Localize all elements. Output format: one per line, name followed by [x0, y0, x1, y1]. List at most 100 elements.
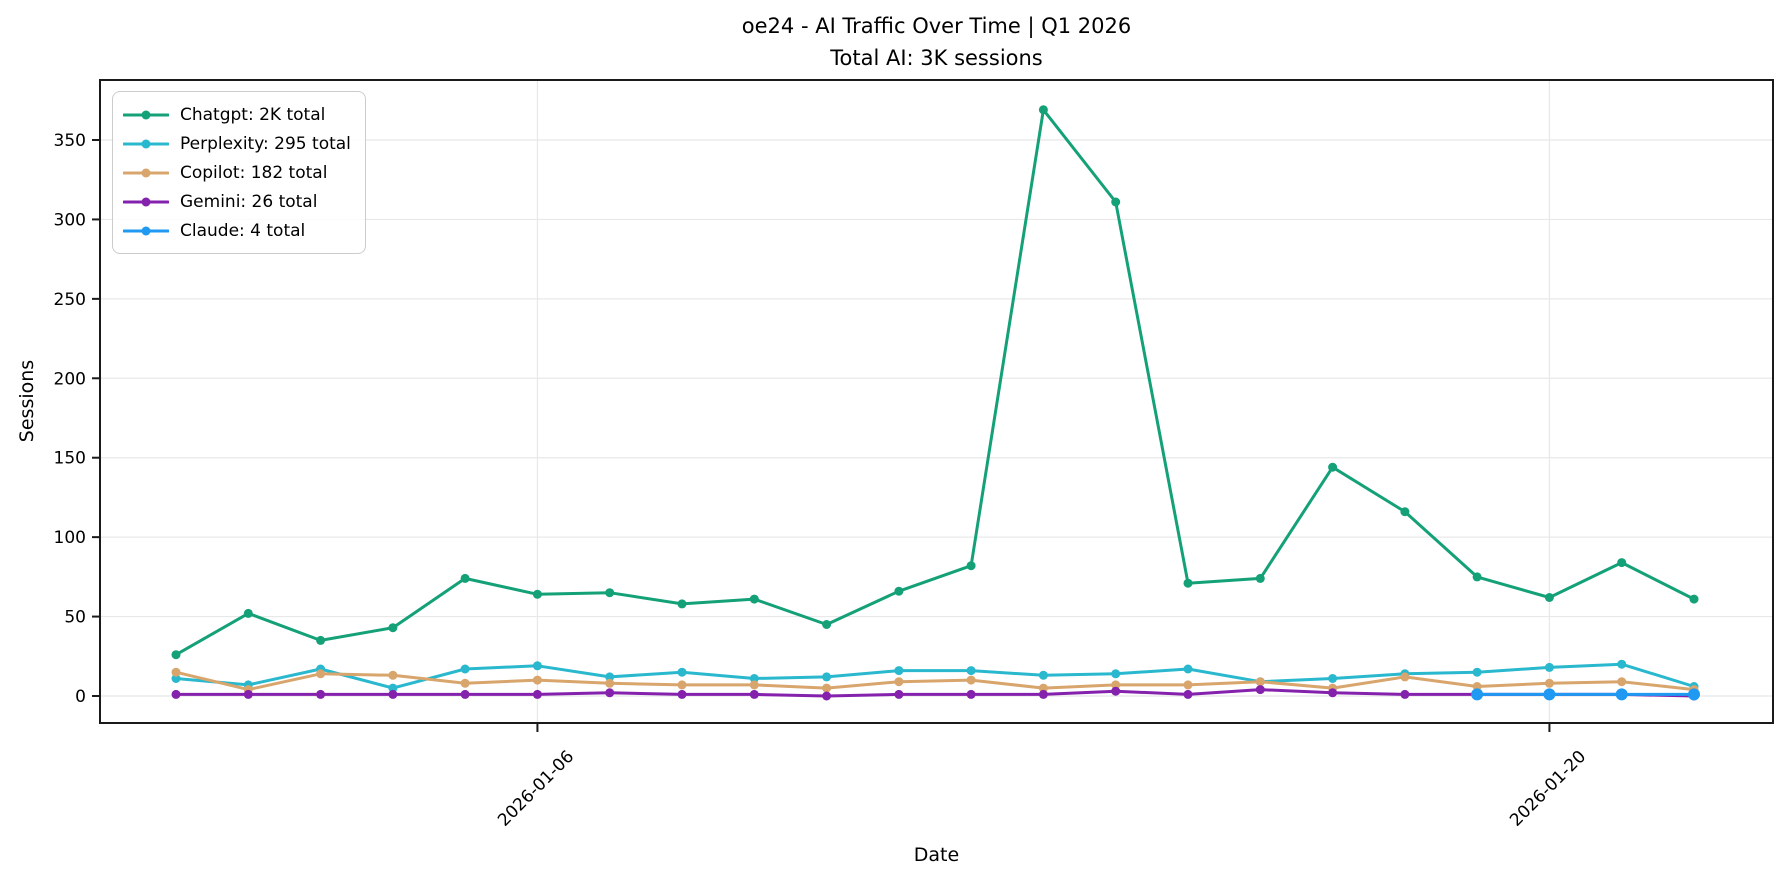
data-point-copilot-2026-01-19	[1472, 682, 1482, 691]
legend-label-perplexity: Perplexity: 295 total	[180, 133, 351, 154]
data-point-claude-2026-01-20	[1543, 688, 1556, 701]
data-point-gemini-2026-01-07	[605, 688, 615, 698]
data-point-perplexity-2026-01-15	[1183, 664, 1193, 674]
legend-marker-perplexity-icon	[122, 138, 170, 150]
data-point-copilot-2026-01-18	[1400, 672, 1410, 682]
y-tick-label-0: 0	[75, 687, 86, 707]
legend-item-copilot: Copilot: 182 total	[122, 158, 351, 187]
data-point-gemini-2026-01-11	[894, 689, 904, 699]
data-point-gemini-2026-01-04	[388, 689, 398, 699]
data-point-chatgpt-2026-01-22	[1689, 594, 1699, 604]
data-point-chatgpt-2026-01-08	[677, 599, 687, 609]
data-point-gemini-2026-01-01	[171, 689, 181, 699]
data-point-chatgpt-2026-01-19	[1472, 572, 1482, 582]
x-tick-label-2026-01-06: 2026-01-06	[494, 747, 578, 831]
data-point-perplexity-2026-01-05	[460, 664, 470, 674]
axes-spines	[99, 79, 1774, 724]
data-point-gemini-2026-01-05	[460, 689, 470, 699]
y-tick-label-100: 100	[54, 528, 86, 548]
data-point-gemini-2026-01-08	[677, 689, 687, 699]
data-point-chatgpt-2026-01-06	[532, 589, 542, 599]
data-point-perplexity-2026-01-12	[966, 666, 976, 676]
data-point-perplexity-2026-01-13	[1038, 670, 1048, 680]
data-point-chatgpt-2026-01-11	[894, 586, 904, 596]
legend-label-copilot: Copilot: 182 total	[180, 162, 328, 183]
legend-marker-claude-icon	[122, 225, 170, 237]
data-point-perplexity-2026-01-06	[532, 661, 542, 671]
data-point-perplexity-2026-01-17	[1328, 674, 1338, 683]
data-point-copilot-2026-01-07	[605, 678, 615, 688]
data-point-copilot-2026-01-10	[822, 683, 832, 693]
data-point-gemini-2026-01-12	[966, 689, 976, 699]
data-point-claude-2026-01-21	[1615, 688, 1628, 701]
data-point-chatgpt-2026-01-18	[1400, 507, 1410, 517]
data-point-chatgpt-2026-01-10	[822, 620, 832, 629]
data-point-chatgpt-2026-01-16	[1255, 573, 1265, 583]
data-point-perplexity-2026-01-11	[894, 666, 904, 676]
data-point-copilot-2026-01-04	[388, 670, 398, 680]
data-point-copilot-2026-01-09	[749, 680, 759, 690]
series-markers-chatgpt	[171, 105, 1699, 660]
data-point-gemini-2026-01-06	[532, 689, 542, 699]
x-axis-label: Date	[913, 844, 960, 866]
data-point-gemini-2026-01-02	[243, 689, 253, 699]
series-markers-claude	[1471, 688, 1700, 701]
legend-marker-copilot-icon	[122, 167, 170, 179]
data-point-perplexity-2026-01-09	[749, 674, 759, 683]
data-point-perplexity-2026-01-21	[1617, 659, 1627, 669]
series-line-chatgpt	[174, 108, 1696, 657]
y-tick-label-350: 350	[54, 131, 86, 151]
series-markers-perplexity	[171, 659, 1699, 693]
legend-marker-gemini-icon	[122, 196, 170, 208]
data-point-chatgpt-2026-01-01	[171, 650, 181, 660]
data-point-claude-2026-01-22	[1688, 688, 1700, 701]
data-point-copilot-2026-01-08	[677, 680, 687, 690]
data-point-claude-2026-01-19	[1471, 688, 1484, 701]
y-tick-label-50: 50	[64, 608, 86, 628]
legend-item-gemini: Gemini: 26 total	[122, 187, 351, 216]
data-point-perplexity-2026-01-10	[822, 672, 832, 682]
y-tick-label-150: 150	[54, 449, 86, 469]
data-point-perplexity-2026-01-19	[1472, 667, 1482, 677]
data-point-copilot-2026-01-12	[966, 675, 976, 685]
series-line-copilot	[174, 670, 1696, 692]
legend-item-claude: Claude: 4 total	[122, 216, 351, 245]
data-point-gemini-2026-01-03	[316, 689, 326, 699]
series-line-gemini	[174, 688, 1696, 698]
legend: Chatgpt: 2K total Perplexity: 295 total Co…	[112, 91, 366, 254]
data-point-chatgpt-2026-01-12	[966, 561, 976, 571]
data-point-chatgpt-2026-01-09	[749, 594, 759, 604]
data-point-copilot-2026-01-20	[1544, 678, 1554, 688]
series-markers-copilot	[171, 667, 1699, 695]
data-point-chatgpt-2026-01-04	[388, 623, 398, 633]
data-point-perplexity-2026-01-08	[677, 667, 687, 677]
data-point-chatgpt-2026-01-21	[1617, 558, 1627, 568]
data-point-gemini-2026-01-13	[1038, 689, 1048, 699]
data-point-perplexity-2026-01-20	[1544, 662, 1554, 672]
legend-label-chatgpt: Chatgpt: 2K total	[180, 104, 326, 125]
x-tick-label-2026-01-20: 2026-01-20	[1506, 747, 1590, 831]
data-point-chatgpt-2026-01-14	[1111, 197, 1121, 207]
data-point-copilot-2026-01-16	[1255, 677, 1265, 687]
data-point-chatgpt-2026-01-17	[1328, 462, 1338, 472]
legend-item-chatgpt: Chatgpt: 2K total	[122, 100, 351, 129]
data-point-perplexity-2026-01-07	[605, 672, 615, 682]
data-point-copilot-2026-01-11	[894, 677, 904, 687]
chart-subtitle: Total AI: 3K sessions	[830, 46, 1043, 70]
legend-label-gemini: Gemini: 26 total	[180, 191, 318, 212]
data-point-copilot-2026-01-21	[1617, 677, 1627, 687]
data-point-gemini-2026-01-15	[1183, 689, 1193, 699]
data-point-copilot-2026-01-13	[1038, 683, 1048, 693]
chart-title: oe24 - AI Traffic Over Time | Q1 2026	[741, 14, 1132, 38]
data-point-copilot-2026-01-03	[316, 669, 326, 679]
data-point-perplexity-2026-01-01	[171, 674, 181, 683]
y-tick-label-200: 200	[54, 369, 86, 389]
data-point-copilot-2026-01-15	[1183, 680, 1193, 690]
data-point-gemini-2026-01-09	[749, 689, 759, 699]
legend-marker-chatgpt-icon	[122, 109, 170, 121]
data-point-chatgpt-2026-01-05	[460, 573, 470, 583]
data-point-copilot-2026-01-05	[460, 678, 470, 688]
y-tick-label-300: 300	[54, 210, 86, 230]
